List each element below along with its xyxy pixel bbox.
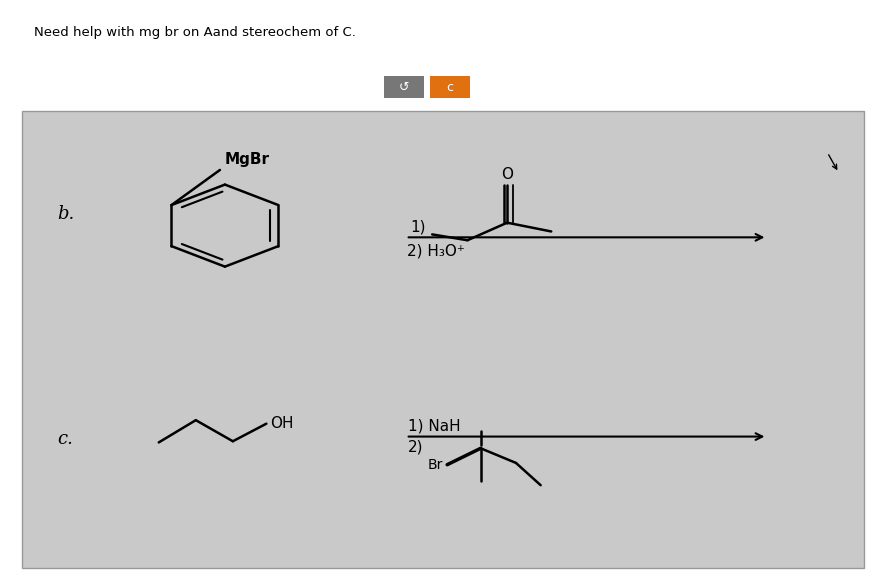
Text: O: O — [501, 166, 513, 182]
Bar — [22, 111, 864, 568]
Bar — [384, 76, 424, 98]
Text: OH: OH — [270, 416, 294, 431]
Text: MgBr: MgBr — [224, 152, 269, 167]
Text: c.: c. — [57, 431, 73, 448]
Text: 1) NaH: 1) NaH — [408, 418, 461, 434]
Bar — [430, 76, 470, 98]
Text: 2) H₃O⁺: 2) H₃O⁺ — [407, 243, 466, 258]
Text: c: c — [446, 81, 453, 94]
Text: b.: b. — [57, 205, 75, 223]
Text: 2): 2) — [408, 440, 424, 455]
Text: 1): 1) — [410, 219, 426, 234]
Text: Need help with mg br on Aand stereochem of C.: Need help with mg br on Aand stereochem … — [34, 26, 355, 39]
Text: Br: Br — [428, 458, 443, 472]
Text: ↺: ↺ — [399, 81, 409, 94]
